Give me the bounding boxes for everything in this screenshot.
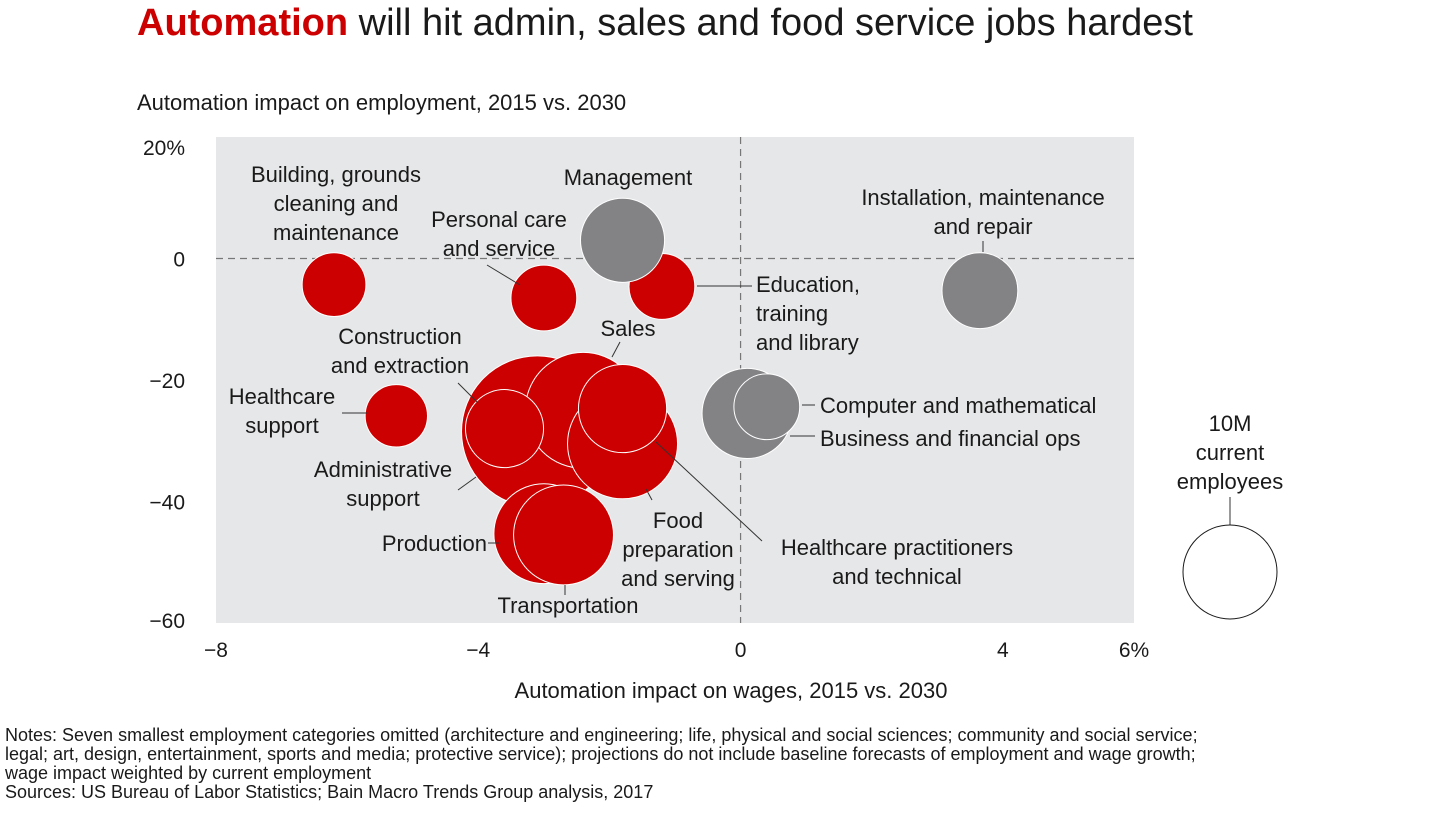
notes: Notes: Seven smallest employment categor… xyxy=(4,725,1198,802)
size-legend-line: employees xyxy=(1177,469,1283,494)
bubble-label: Administrative xyxy=(314,457,452,482)
bubble-label: Production xyxy=(382,531,487,556)
x-tick-label: 4 xyxy=(997,639,1009,662)
bubble-label: Healthcare practitioners xyxy=(781,535,1013,560)
note-line: wage impact weighted by current employme… xyxy=(4,763,371,783)
bubble-label: Construction xyxy=(338,324,462,349)
x-tick-label: 6% xyxy=(1119,639,1149,662)
note-line: legal; art, design, entertainment, sport… xyxy=(5,744,1196,764)
bubble-label: training xyxy=(756,301,828,326)
bubble-label: Healthcare xyxy=(229,384,335,409)
bubble-label: and extraction xyxy=(331,353,469,378)
bubble-label: preparation xyxy=(622,537,733,562)
size-legend-circle xyxy=(1182,524,1278,620)
bubble-label: maintenance xyxy=(273,220,399,245)
bubble-building-grounds-cleaning-and-maintenance xyxy=(301,252,367,317)
bubble-label: Building, grounds xyxy=(251,162,421,187)
plot-area xyxy=(216,137,1134,623)
y-axis-label: Automation impact on employment, 2015 vs… xyxy=(137,90,626,115)
y-tick-label: −40 xyxy=(149,492,185,515)
bubble-label: support xyxy=(346,486,419,511)
bubble-label: Food xyxy=(653,508,703,533)
bubble-personal-care-and-service xyxy=(510,264,578,332)
bubble-label: and serving xyxy=(621,566,735,591)
bubble-label: Installation, maintenance xyxy=(861,185,1104,210)
bubble-label: Business and financial ops xyxy=(820,426,1081,451)
bubble-label: Education, xyxy=(756,272,860,297)
bubble-transportation xyxy=(513,484,614,586)
bubble-construction-and-extraction xyxy=(464,389,545,469)
bubble-label: and service xyxy=(443,236,556,261)
bubble-label: Computer and mathematical xyxy=(820,393,1096,418)
x-tick-label: −8 xyxy=(204,639,228,662)
bubble-label: Transportation xyxy=(497,593,638,618)
bubble-label: and technical xyxy=(832,564,962,589)
title-rest: will hit admin, sales and food service j… xyxy=(348,2,1193,44)
bubble-healthcare-practitioners-and-technical xyxy=(577,363,668,454)
bubble-label: and repair xyxy=(933,214,1032,239)
sources-line: Sources: US Bureau of Labor Statistics; … xyxy=(5,782,653,802)
y-tick-label: 0 xyxy=(173,249,185,272)
label-leader-line xyxy=(457,476,477,491)
bubble-label: support xyxy=(245,413,318,438)
label-leader-line xyxy=(655,441,763,542)
bubble-label: Sales xyxy=(600,316,655,341)
bubble-label: Personal care xyxy=(431,207,567,232)
bubble-computer-and-mathematical xyxy=(733,373,801,441)
size-legend-line: current xyxy=(1196,440,1264,465)
bubble-label: cleaning and xyxy=(274,191,399,216)
y-tick-label: 20% xyxy=(143,137,185,160)
y-tick-label: −20 xyxy=(149,370,185,393)
title-highlight: Automation xyxy=(137,2,348,44)
bubble-label: and library xyxy=(756,330,859,355)
x-axis-label: Automation impact on wages, 2015 vs. 203… xyxy=(515,678,948,703)
y-tick-label: −60 xyxy=(149,610,185,633)
size-legend: 10M current employees xyxy=(1177,411,1283,620)
chart-title: Automation will hit admin, sales and foo… xyxy=(137,2,1193,44)
bubble-installation-maintenance-and-repair xyxy=(941,252,1019,330)
bubble-management xyxy=(580,197,666,283)
label-leader-line xyxy=(457,382,479,404)
label-leader-line xyxy=(645,488,653,501)
x-tick-label: 0 xyxy=(735,639,747,662)
bubble-label: Management xyxy=(564,165,692,190)
bubble-healthcare-support xyxy=(364,384,428,448)
size-legend-line: 10M xyxy=(1209,411,1252,436)
x-tick-label: −4 xyxy=(466,639,490,662)
label-leader-line xyxy=(611,341,621,358)
note-line: Notes: Seven smallest employment categor… xyxy=(5,725,1198,745)
label-leader-line xyxy=(486,264,521,286)
